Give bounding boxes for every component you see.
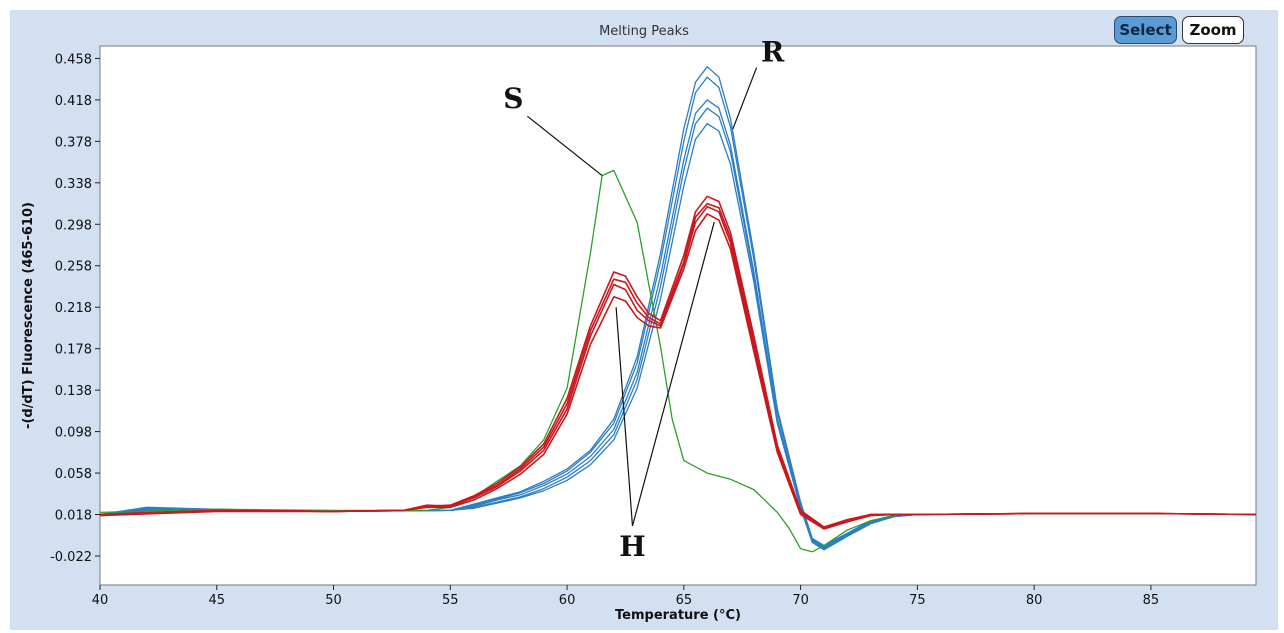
annotation-pointer-h <box>615 307 634 527</box>
annotation-pointer-r <box>732 67 758 130</box>
zoom-button[interactable]: Zoom <box>1182 16 1244 44</box>
series-line-r-9 <box>99 123 1257 551</box>
y-tick-label: 0.178 <box>55 343 92 358</box>
series-line-r-6 <box>99 76 1257 548</box>
x-tick-label: 70 <box>792 593 809 608</box>
y-tick-label: -0.022 <box>50 550 92 565</box>
x-tick-label: 80 <box>1026 593 1043 608</box>
x-axis-title: Temperature (°C) <box>615 608 741 623</box>
y-tick-label: 0.298 <box>55 218 92 233</box>
y-axis-title: -(d/dT) Fluorescence (465-610) <box>21 202 36 429</box>
x-tick-label: 45 <box>208 593 225 608</box>
y-tick-label: 0.258 <box>55 260 92 275</box>
series-line-h-3 <box>99 213 1257 530</box>
annotation-pointer-h <box>631 222 715 527</box>
y-tick-label: 0.018 <box>55 509 92 524</box>
series-line-r-8 <box>99 107 1257 550</box>
x-tick-label: 65 <box>676 593 693 608</box>
x-tick-label: 50 <box>325 593 342 608</box>
chart-title: Melting Peaks <box>599 24 689 39</box>
annotation-label-s: S <box>503 82 523 115</box>
y-tick-label: 0.418 <box>55 94 92 109</box>
x-tick-label: 55 <box>442 593 459 608</box>
plot-area <box>99 45 1257 586</box>
series-line-h-4 <box>99 202 1257 529</box>
y-tick-label: 0.098 <box>55 426 92 441</box>
y-tick-label: 0.458 <box>55 52 92 67</box>
x-tick-label: 75 <box>909 593 926 608</box>
y-tick-label: 0.218 <box>55 301 92 316</box>
y-tick-label: 0.138 <box>55 384 92 399</box>
melting-peaks-chart[interactable]: 0.458 0.418 0.378 0.338 0.298 0.258 0.218 0.178… <box>10 10 1278 630</box>
annotation-pointer-s <box>526 115 603 177</box>
melting-peaks-panel: Melting Peaks Select Zoom 0.458 0.418 0.37… <box>10 10 1278 630</box>
annotation-label-h: H <box>619 530 645 563</box>
x-tick-label: 60 <box>559 593 576 608</box>
y-tick-label: 0.058 <box>55 467 92 482</box>
x-tick-label: 40 <box>92 593 109 608</box>
y-tick-label: 0.378 <box>55 135 92 150</box>
y-tick-label: 0.338 <box>55 177 92 192</box>
select-button[interactable]: Select <box>1114 16 1177 44</box>
x-tick-label: 85 <box>1143 593 1160 608</box>
annotation-label-r: R <box>761 36 785 69</box>
